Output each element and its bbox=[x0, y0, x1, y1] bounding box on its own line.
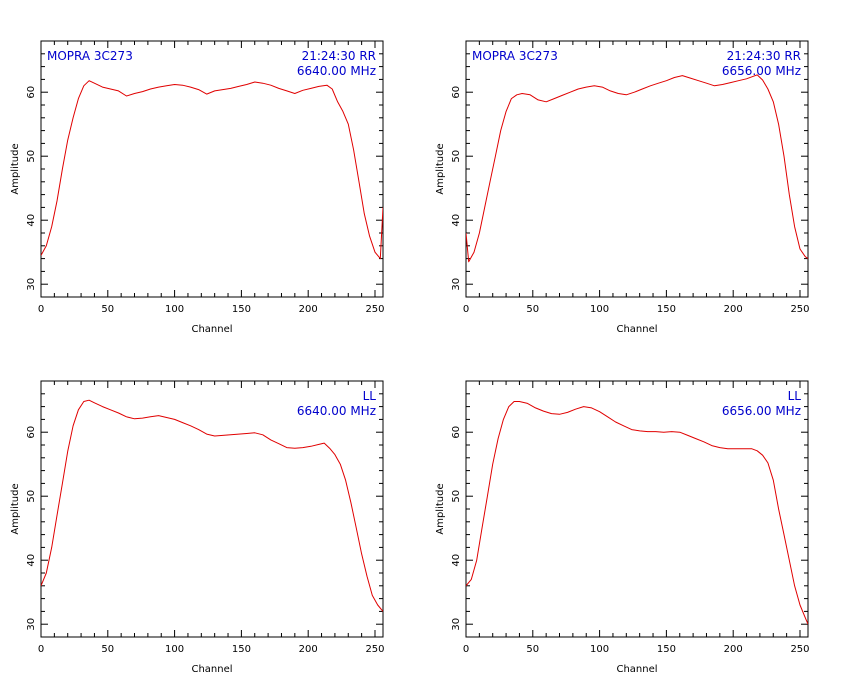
y-tick-label: 30 bbox=[451, 278, 462, 291]
x-tick-label: 100 bbox=[165, 644, 184, 655]
y-tick-label: 40 bbox=[26, 554, 37, 567]
y-tick-label: 50 bbox=[451, 490, 462, 503]
plot-frame bbox=[465, 40, 809, 298]
y-tick-label: 30 bbox=[451, 618, 462, 631]
x-tick-label: 100 bbox=[590, 304, 609, 315]
x-tick-label: 100 bbox=[165, 304, 184, 315]
x-axis-label: Channel bbox=[191, 324, 232, 335]
x-tick-label: 100 bbox=[590, 644, 609, 655]
spectrum-panel-4: 0 50 100 150 200 250 30 40 50 60 Channel Amplitude L… bbox=[435, 380, 810, 675]
source-label: MOPRA 3C273 bbox=[472, 49, 558, 63]
x-tick-label: 200 bbox=[724, 304, 743, 315]
plot-frame bbox=[465, 380, 809, 638]
x-tick-label: 0 bbox=[38, 644, 44, 655]
x-tick-label: 0 bbox=[38, 304, 44, 315]
polarization-label: 21:24:30 RR bbox=[302, 49, 376, 63]
frequency-label: 6656.00 MHz bbox=[722, 64, 801, 78]
y-tick-label: 40 bbox=[451, 214, 462, 227]
x-axis-label: Channel bbox=[616, 664, 657, 675]
y-axis-label: Amplitude bbox=[10, 143, 21, 194]
spectrum-panel-3: 0 50 100 150 200 250 30 40 50 60 Channel Amplitude L… bbox=[10, 380, 385, 675]
x-tick-label: 150 bbox=[657, 304, 676, 315]
spectrum-line bbox=[466, 74, 808, 263]
x-tick-label: 200 bbox=[299, 304, 318, 315]
x-tick-label: 250 bbox=[790, 644, 809, 655]
spectrum-panel-1: 0 50 100 150 200 250 30 40 50 60 Channel Amplitude M… bbox=[10, 40, 385, 335]
y-tick-label: 50 bbox=[451, 150, 462, 163]
spectrum-line bbox=[41, 399, 383, 612]
x-tick-label: 150 bbox=[232, 644, 251, 655]
y-tick-label: 60 bbox=[451, 426, 462, 439]
x-tick-label: 0 bbox=[463, 644, 469, 655]
plot-frame bbox=[40, 40, 384, 298]
x-tick-label: 200 bbox=[299, 644, 318, 655]
x-tick-label: 250 bbox=[365, 304, 384, 315]
y-axis-label: Amplitude bbox=[10, 483, 21, 534]
x-tick-label: 200 bbox=[724, 644, 743, 655]
y-tick-label: 60 bbox=[26, 426, 37, 439]
x-tick-label: 250 bbox=[365, 644, 384, 655]
y-tick-label: 40 bbox=[451, 554, 462, 567]
plot-frame bbox=[40, 380, 384, 638]
y-axis-label: Amplitude bbox=[435, 483, 446, 534]
source-label: MOPRA 3C273 bbox=[47, 49, 133, 63]
x-axis-label: Channel bbox=[616, 324, 657, 335]
x-tick-label: 0 bbox=[463, 304, 469, 315]
polarization-label: LL bbox=[363, 389, 377, 403]
y-tick-label: 50 bbox=[26, 150, 37, 163]
y-tick-label: 40 bbox=[26, 214, 37, 227]
y-tick-label: 60 bbox=[451, 86, 462, 99]
x-tick-label: 150 bbox=[657, 644, 676, 655]
x-tick-label: 150 bbox=[232, 304, 251, 315]
y-tick-label: 30 bbox=[26, 278, 37, 291]
x-tick-label: 50 bbox=[526, 304, 539, 315]
frequency-label: 6640.00 MHz bbox=[297, 404, 376, 418]
spectrum-line bbox=[41, 80, 383, 260]
x-tick-label: 50 bbox=[101, 644, 114, 655]
x-tick-label: 250 bbox=[790, 304, 809, 315]
x-tick-label: 50 bbox=[101, 304, 114, 315]
spectrum-line bbox=[466, 401, 808, 625]
x-axis-label: Channel bbox=[191, 664, 232, 675]
y-tick-label: 60 bbox=[26, 86, 37, 99]
polarization-label: LL bbox=[788, 389, 802, 403]
y-tick-label: 30 bbox=[26, 618, 37, 631]
frequency-label: 6640.00 MHz bbox=[297, 64, 376, 78]
frequency-label: 6656.00 MHz bbox=[722, 404, 801, 418]
spectrum-panel-2: 0 50 100 150 200 250 30 40 50 60 Channel Amplitude M… bbox=[435, 40, 810, 335]
y-axis-label: Amplitude bbox=[435, 143, 446, 194]
x-tick-label: 50 bbox=[526, 644, 539, 655]
polarization-label: 21:24:30 RR bbox=[727, 49, 801, 63]
y-tick-label: 50 bbox=[26, 490, 37, 503]
